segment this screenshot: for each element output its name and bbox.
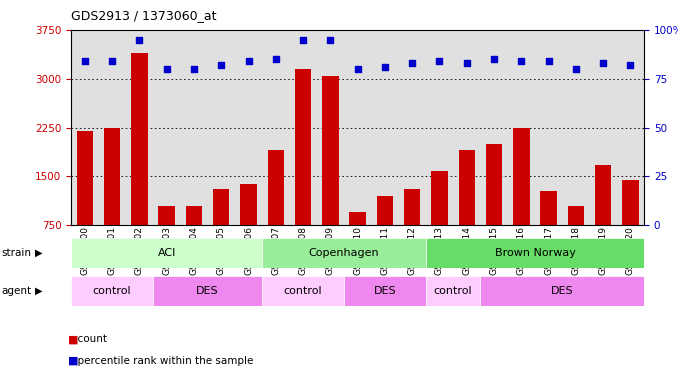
Bar	[322, 75, 338, 225]
Bar	[349, 212, 366, 225]
Bar	[71, 276, 153, 306]
Point	[434, 58, 445, 64]
Bar	[240, 184, 257, 225]
Bar	[458, 150, 475, 225]
Point	[134, 37, 145, 43]
Point	[298, 37, 308, 43]
Bar	[513, 128, 530, 225]
Text: ▶: ▶	[35, 248, 43, 258]
Point	[243, 58, 254, 64]
Text: strain: strain	[1, 248, 31, 258]
Text: ACI: ACI	[157, 248, 176, 258]
Bar	[595, 165, 612, 225]
Bar	[481, 276, 644, 306]
Bar	[153, 276, 262, 306]
Point	[188, 66, 199, 72]
Text: count: count	[71, 334, 107, 344]
Text: ▶: ▶	[35, 286, 43, 296]
Bar	[132, 53, 148, 225]
Bar	[486, 144, 502, 225]
Point	[570, 66, 581, 72]
Bar	[377, 196, 393, 225]
Point	[516, 58, 527, 64]
Bar	[159, 206, 175, 225]
Point	[625, 62, 636, 68]
Bar	[540, 190, 557, 225]
Point	[325, 37, 336, 43]
Text: control: control	[434, 286, 473, 296]
Bar	[186, 206, 202, 225]
Text: ■: ■	[68, 334, 78, 344]
Text: GDS2913 / 1373060_at: GDS2913 / 1373060_at	[71, 9, 217, 22]
Text: control: control	[284, 286, 323, 296]
Text: ■: ■	[68, 356, 78, 366]
Point	[216, 62, 226, 68]
Bar	[268, 150, 284, 225]
Text: agent: agent	[1, 286, 31, 296]
Text: DES: DES	[374, 286, 396, 296]
Bar	[426, 276, 481, 306]
Point	[543, 58, 554, 64]
Point	[353, 66, 363, 72]
Text: DES: DES	[197, 286, 219, 296]
Bar	[622, 180, 639, 225]
Bar	[295, 69, 311, 225]
Text: Brown Norway: Brown Norway	[494, 248, 576, 258]
Point	[79, 58, 90, 64]
Bar	[404, 189, 420, 225]
Bar	[262, 238, 426, 268]
Text: percentile rank within the sample: percentile rank within the sample	[71, 356, 254, 366]
Bar	[426, 238, 644, 268]
Point	[106, 58, 117, 64]
Bar	[567, 206, 584, 225]
Point	[380, 64, 391, 70]
Point	[489, 56, 500, 62]
Bar	[431, 171, 447, 225]
Point	[271, 56, 281, 62]
Point	[161, 66, 172, 72]
Bar	[344, 276, 426, 306]
Text: DES: DES	[551, 286, 574, 296]
Text: control: control	[93, 286, 132, 296]
Bar	[213, 189, 229, 225]
Point	[407, 60, 418, 66]
Text: Copenhagen: Copenhagen	[308, 248, 379, 258]
Bar	[262, 276, 344, 306]
Point	[461, 60, 472, 66]
Bar	[77, 131, 93, 225]
Bar	[104, 128, 120, 225]
Point	[598, 60, 609, 66]
Bar	[71, 238, 262, 268]
